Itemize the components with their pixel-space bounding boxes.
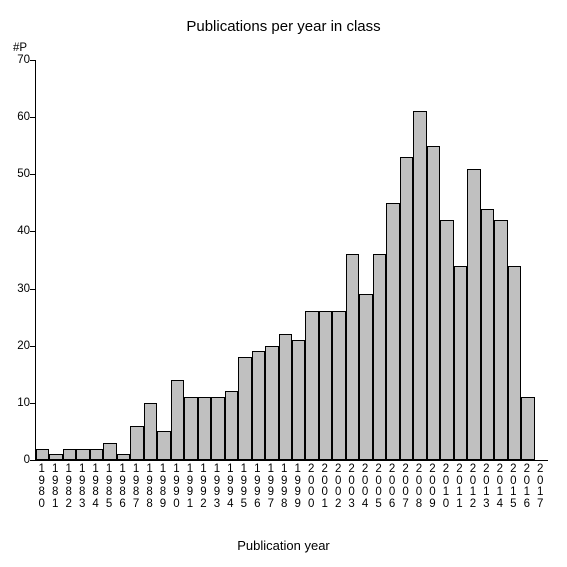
chart-container: Publications per year in class #P Public… — [0, 0, 567, 567]
y-axis-label: #P — [13, 42, 27, 54]
xtick-label: 1 9 9 9 — [293, 464, 303, 510]
ytick-label: 40 — [5, 225, 30, 237]
bar — [238, 357, 251, 460]
bar — [184, 397, 197, 460]
xtick-label: 1 9 9 5 — [239, 464, 249, 510]
ytick-label: 60 — [5, 111, 30, 123]
xtick-label: 2 0 1 6 — [522, 464, 532, 510]
bar — [373, 254, 386, 460]
bar — [386, 203, 399, 460]
xtick-label: 2 0 1 4 — [495, 464, 505, 510]
xtick-label: 1 9 8 4 — [91, 464, 101, 510]
xtick-label: 2 0 0 8 — [414, 464, 424, 510]
ytick-mark — [30, 460, 35, 461]
xtick-label: 1 9 8 6 — [118, 464, 128, 510]
xtick-label: 1 9 9 1 — [185, 464, 195, 510]
xtick-label: 2 0 1 1 — [454, 464, 464, 510]
bar — [508, 266, 521, 460]
xtick-label: 1 9 9 6 — [252, 464, 262, 510]
xtick-label: 1 9 9 4 — [225, 464, 235, 510]
xtick-label: 1 9 8 9 — [158, 464, 168, 510]
xtick-label: 1 9 9 3 — [212, 464, 222, 510]
xtick-label: 2 0 1 7 — [535, 464, 545, 510]
bar — [144, 403, 157, 460]
bar — [265, 346, 278, 460]
bar — [332, 311, 345, 460]
ytick-mark — [30, 403, 35, 404]
bar — [279, 334, 292, 460]
ytick-label: 50 — [5, 168, 30, 180]
bar — [292, 340, 305, 460]
bar — [49, 454, 62, 460]
bar — [521, 397, 534, 460]
bar — [467, 169, 480, 460]
x-axis-title: Publication year — [0, 538, 567, 553]
xtick-label: 1 9 8 3 — [77, 464, 87, 510]
ytick-label: 0 — [5, 454, 30, 466]
ytick-mark — [30, 289, 35, 290]
ytick-mark — [30, 174, 35, 175]
bar — [319, 311, 332, 460]
xtick-label: 2 0 1 5 — [508, 464, 518, 510]
ytick-label: 10 — [5, 397, 30, 409]
xtick-label: 2 0 1 2 — [468, 464, 478, 510]
xtick-label: 1 9 8 1 — [50, 464, 60, 510]
ytick-mark — [30, 346, 35, 347]
ytick-label: 70 — [5, 54, 30, 66]
bar — [211, 397, 224, 460]
xtick-label: 2 0 0 6 — [387, 464, 397, 510]
ytick-label: 30 — [5, 283, 30, 295]
plot-area — [35, 60, 548, 461]
bar — [198, 397, 211, 460]
xtick-label: 2 0 0 9 — [427, 464, 437, 510]
xtick-label: 1 9 9 7 — [266, 464, 276, 510]
xtick-label: 1 9 8 8 — [145, 464, 155, 510]
bar — [103, 443, 116, 460]
bar — [440, 220, 453, 460]
bar — [400, 157, 413, 460]
bar — [171, 380, 184, 460]
bar — [494, 220, 507, 460]
xtick-label: 2 0 0 4 — [360, 464, 370, 510]
bar — [427, 146, 440, 460]
bar — [359, 294, 372, 460]
ytick-mark — [30, 231, 35, 232]
ytick-mark — [30, 60, 35, 61]
bar — [117, 454, 130, 460]
bar — [454, 266, 467, 460]
bar — [252, 351, 265, 460]
bar — [346, 254, 359, 460]
xtick-label: 1 9 8 2 — [64, 464, 74, 510]
ytick-label: 20 — [5, 340, 30, 352]
xtick-label: 2 0 0 1 — [320, 464, 330, 510]
bar — [90, 449, 103, 460]
ytick-mark — [30, 117, 35, 118]
xtick-label: 1 9 9 0 — [171, 464, 181, 510]
bar — [305, 311, 318, 460]
xtick-label: 2 0 0 0 — [306, 464, 316, 510]
xtick-label: 2 0 0 5 — [374, 464, 384, 510]
xtick-label: 1 9 9 2 — [198, 464, 208, 510]
bar — [157, 431, 170, 460]
bar — [63, 449, 76, 460]
xtick-label: 1 9 9 8 — [279, 464, 289, 510]
xtick-label: 1 9 8 7 — [131, 464, 141, 510]
xtick-label: 1 9 8 5 — [104, 464, 114, 510]
xtick-label: 2 0 1 0 — [441, 464, 451, 510]
bar — [130, 426, 143, 460]
chart-title: Publications per year in class — [0, 18, 567, 35]
bar — [76, 449, 89, 460]
xtick-label: 2 0 1 3 — [481, 464, 491, 510]
bar — [36, 449, 49, 460]
xtick-label: 2 0 0 3 — [347, 464, 357, 510]
bar — [225, 391, 238, 460]
xtick-label: 2 0 0 2 — [333, 464, 343, 510]
xtick-label: 2 0 0 7 — [401, 464, 411, 510]
bar — [413, 111, 426, 460]
xtick-label: 1 9 8 0 — [37, 464, 47, 510]
bar — [481, 209, 494, 460]
